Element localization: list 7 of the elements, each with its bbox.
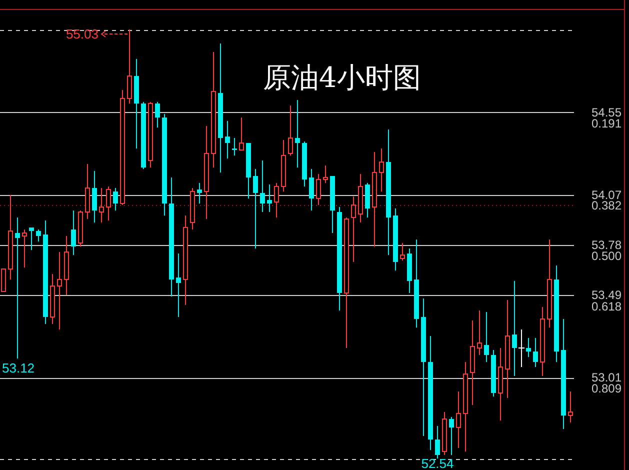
text: 原油4小时图 <box>263 61 421 94</box>
note: 53.12 <box>2 360 35 376</box>
note: 55.03 <box>66 26 128 42</box>
note: 52.54 <box>421 456 454 470</box>
y2-tick-label: 0.618 <box>591 300 622 314</box>
y-tick-label: 53.49 <box>591 288 622 302</box>
annotation: 55.03 <box>66 26 98 42</box>
